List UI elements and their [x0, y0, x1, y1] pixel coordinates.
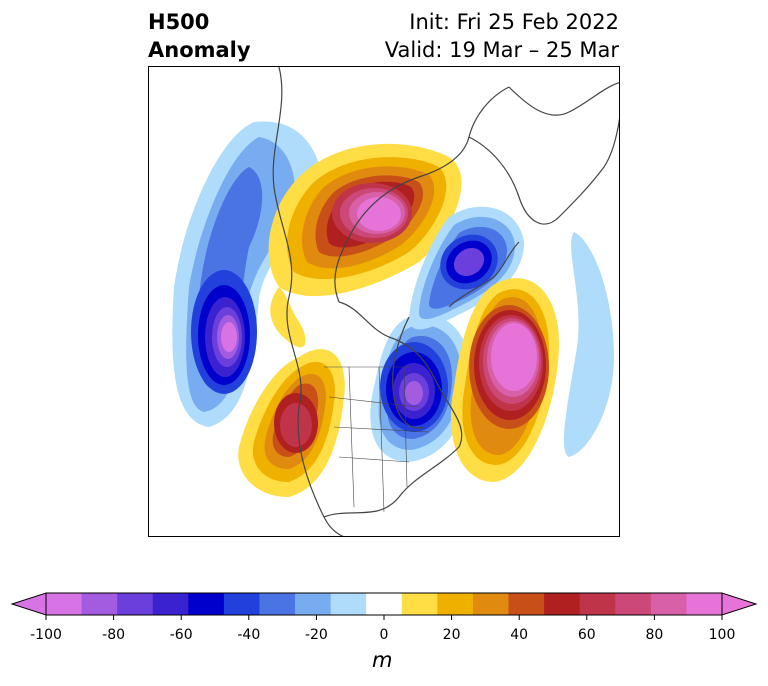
anomaly-high-arctic — [268, 143, 462, 297]
anomaly-low-east-atlantic — [563, 232, 614, 457]
colorbar-tick-label: 100 — [708, 627, 736, 643]
colorbar-bin — [81, 593, 118, 615]
colorbar-unit-label: m — [372, 648, 393, 672]
anomaly-map — [148, 66, 620, 537]
colorbar-bin — [579, 593, 616, 615]
anomaly-low-east — [370, 314, 470, 462]
colorbar-bin — [330, 593, 367, 615]
forecast-dates: Init: Fri 25 Feb 2022 Valid: 19 Mar – 25… — [385, 8, 619, 64]
colorbar-tick-label: -80 — [102, 627, 126, 643]
colorbar-bin — [401, 593, 438, 615]
borders — [324, 366, 430, 513]
colorbar-bin — [259, 593, 296, 615]
colorbar-bin — [188, 593, 225, 615]
colorbar-bin — [544, 593, 581, 615]
valid-dates: Valid: 19 Mar – 25 Mar — [384, 38, 619, 62]
title-line-1: H500 — [148, 10, 210, 34]
colorbar-tick-label: 40 — [510, 627, 529, 643]
colorbar-bin — [650, 593, 687, 615]
anomaly-band — [270, 287, 306, 348]
colorbar-bin — [615, 593, 652, 615]
colorbar-tick-label: -100 — [30, 627, 62, 643]
colorbar-tick-label: -40 — [237, 627, 261, 643]
colorbar-extend-low — [10, 592, 47, 616]
colorbar — [10, 592, 758, 620]
chart-title: H500 Anomaly — [148, 8, 251, 64]
colorbar-tick-label: 80 — [645, 627, 664, 643]
anomaly-high-atlantic — [450, 278, 559, 482]
colorbar-tick-label: 0 — [379, 627, 389, 643]
colorbar-bin — [437, 593, 474, 615]
init-date: Init: Fri 25 Feb 2022 — [409, 10, 619, 34]
colorbar-bin — [366, 593, 403, 615]
colorbar-bin — [117, 593, 154, 615]
colorbar-tick-label: 60 — [577, 627, 596, 643]
colorbar-bin — [152, 593, 189, 615]
colorbar-extend-high — [721, 592, 758, 616]
anomaly-low-europe — [409, 206, 524, 330]
colorbar-tick-label: -20 — [304, 627, 328, 643]
colorbar-bin — [223, 593, 260, 615]
colorbar-bin — [46, 593, 83, 615]
title-line-2: Anomaly — [148, 38, 251, 62]
colorbar-bin — [472, 593, 510, 615]
coastlines — [272, 67, 619, 536]
map-canvas — [172, 67, 619, 536]
colorbar-bin — [295, 593, 332, 615]
colorbar-tick-label: -60 — [169, 627, 193, 643]
anomaly-high-west — [238, 349, 345, 497]
colorbar-bin — [508, 593, 545, 615]
colorbar-bin — [686, 593, 723, 615]
colorbar-tick-label: 20 — [442, 627, 461, 643]
